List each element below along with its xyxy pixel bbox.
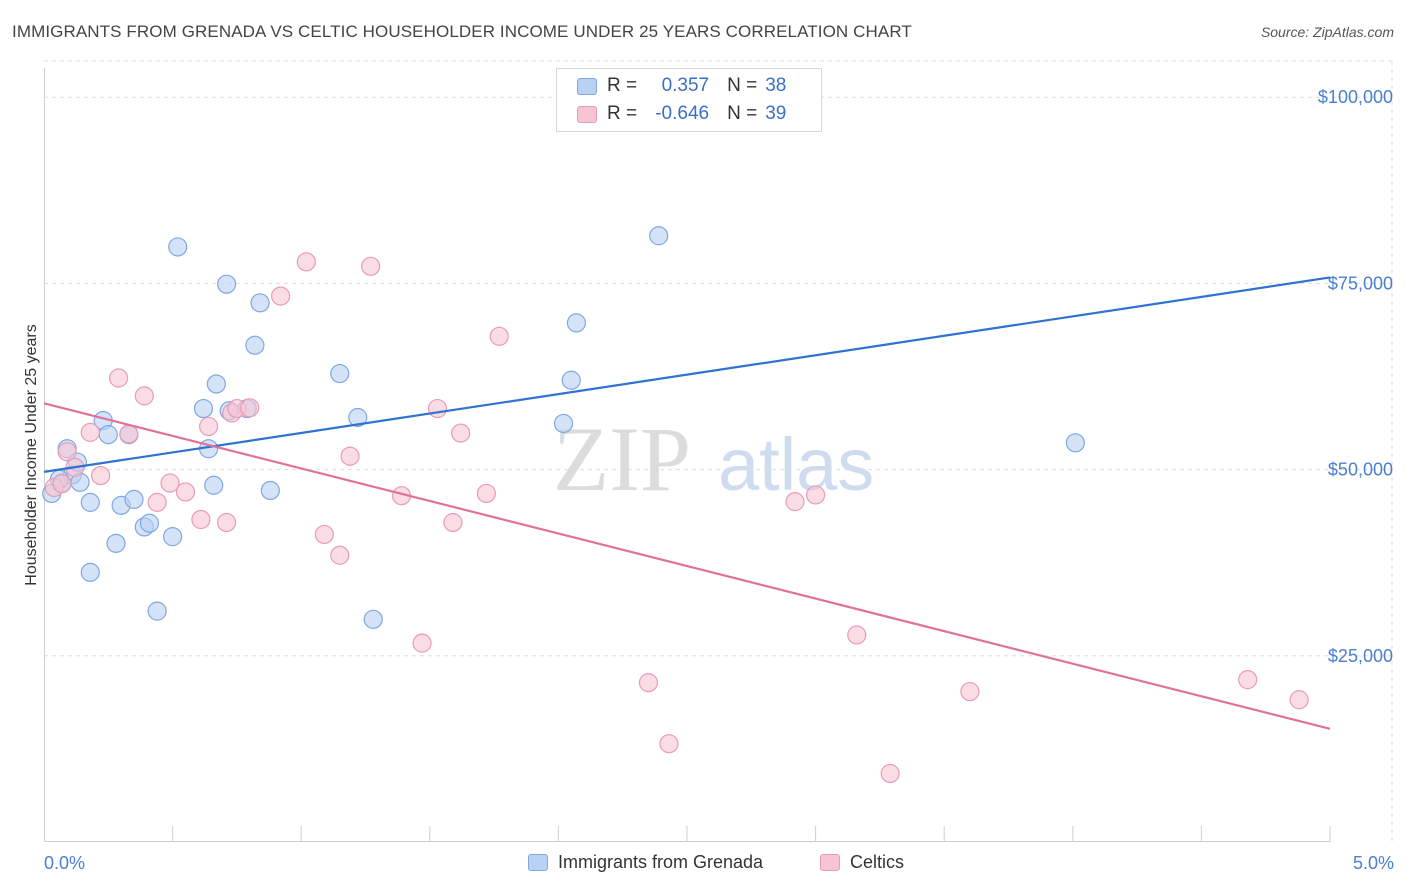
celtics-point bbox=[1238, 670, 1258, 690]
grenada-point bbox=[193, 398, 214, 419]
celtics-point bbox=[659, 734, 679, 754]
legend-r-label: R = bbox=[607, 75, 638, 96]
celtics-point bbox=[90, 465, 111, 486]
legend-n-label: N = bbox=[727, 75, 758, 96]
celtics-point bbox=[80, 422, 100, 442]
grenada-point bbox=[245, 335, 265, 355]
celtics-point bbox=[147, 492, 167, 512]
celtics-point bbox=[476, 483, 496, 504]
grenada-point bbox=[168, 237, 188, 257]
bottom-legend-celtics: Celtics bbox=[820, 852, 904, 873]
grenada-point bbox=[98, 425, 118, 445]
legend-row-celtics: R = -0.646 N = 39 bbox=[577, 101, 786, 127]
watermark: ZIP atlas bbox=[553, 408, 874, 510]
grenada-point bbox=[124, 489, 144, 510]
x-tick-label-max: 5.0% bbox=[1353, 853, 1394, 873]
grenada-point bbox=[348, 407, 368, 428]
celtics-trendline bbox=[43, 402, 1331, 730]
correlation-legend: R = 0.357 N = 38 R = -0.646 N = 39 bbox=[556, 68, 822, 132]
celtics-point bbox=[1289, 690, 1309, 710]
bottom-legend-grenada: Immigrants from Grenada bbox=[528, 852, 763, 873]
legend-n-value: 38 bbox=[765, 75, 787, 96]
bottom-legend-swatch-blue bbox=[528, 854, 548, 871]
grenada-point bbox=[566, 313, 587, 333]
grenada-point bbox=[80, 562, 100, 582]
legend-r-value: -0.646 bbox=[655, 103, 710, 124]
trendlines bbox=[43, 276, 1331, 730]
grenada-point bbox=[260, 480, 280, 501]
bottom-legend-label-celtics: Celtics bbox=[850, 852, 905, 872]
celtics-point bbox=[191, 509, 211, 530]
celtics-point bbox=[960, 681, 980, 702]
grenada-point bbox=[561, 370, 581, 390]
grenada-point bbox=[147, 601, 167, 621]
celtics-point bbox=[638, 673, 659, 693]
celtics-point bbox=[785, 492, 805, 512]
celtics-point bbox=[340, 446, 360, 466]
grenada-point bbox=[363, 609, 383, 629]
celtics-point bbox=[314, 524, 334, 545]
celtics-point bbox=[427, 398, 448, 419]
grenada-point bbox=[80, 492, 100, 512]
x-ticks bbox=[172, 826, 1331, 842]
grenada-trendline bbox=[43, 276, 1331, 473]
legend-swatch-pink bbox=[577, 105, 597, 123]
celtics-point bbox=[199, 416, 219, 437]
celtics-point bbox=[52, 474, 72, 494]
grenada-point bbox=[106, 533, 126, 553]
grenada-point bbox=[1065, 433, 1085, 453]
grenada-point bbox=[139, 513, 160, 533]
watermark-zip: ZIP bbox=[553, 408, 691, 510]
y-tick-labels: $25,000 $50,000 $75,000 $100,000 bbox=[1318, 87, 1393, 666]
celtics-point bbox=[451, 423, 471, 443]
chart-title: IMMIGRANTS FROM GRENADA VS CELTIC HOUSEH… bbox=[12, 22, 912, 41]
celtics-point bbox=[134, 386, 154, 406]
y-axis-label: Householder Income Under 25 years bbox=[23, 324, 40, 585]
celtics-point bbox=[240, 398, 260, 418]
celtics-point bbox=[119, 424, 139, 444]
legend-n-label: N = bbox=[727, 103, 758, 124]
grenada-point bbox=[163, 527, 183, 547]
legend-n-value: 39 bbox=[765, 103, 787, 124]
celtics-point bbox=[296, 252, 316, 272]
celtics-point bbox=[805, 485, 826, 505]
y-tick-label: $75,000 bbox=[1328, 273, 1393, 293]
celtics-point bbox=[847, 625, 867, 645]
legend-row-grenada: R = 0.357 N = 38 bbox=[577, 73, 786, 99]
bottom-legend-label-grenada: Immigrants from Grenada bbox=[558, 852, 764, 872]
celtics-point bbox=[160, 473, 180, 493]
celtics-point bbox=[108, 368, 129, 388]
grenada-point bbox=[330, 363, 350, 384]
celtics-point bbox=[57, 442, 77, 462]
legend-swatch-blue bbox=[577, 77, 597, 95]
grenada-point bbox=[206, 374, 226, 394]
celtics-point bbox=[330, 545, 350, 565]
bottom-legend-swatch-pink bbox=[820, 854, 840, 871]
grenada-point bbox=[217, 274, 237, 294]
celtics-point bbox=[361, 256, 381, 276]
series-celtics-points bbox=[44, 252, 1309, 784]
celtics-point bbox=[175, 482, 196, 502]
y-tick-label: $25,000 bbox=[1328, 646, 1393, 666]
grenada-point bbox=[649, 226, 669, 246]
grenada-point bbox=[204, 475, 224, 495]
y-tick-label: $50,000 bbox=[1328, 460, 1393, 480]
celtics-point bbox=[489, 326, 509, 346]
celtics-point bbox=[880, 763, 900, 784]
celtics-point bbox=[412, 633, 432, 653]
celtics-point bbox=[271, 286, 291, 306]
source-label: Source: ZipAtlas.com bbox=[1260, 24, 1394, 40]
grenada-point bbox=[250, 293, 270, 313]
celtics-point bbox=[443, 512, 463, 533]
y-tick-label: $100,000 bbox=[1318, 87, 1393, 107]
grenada-point bbox=[553, 413, 574, 434]
legend-r-value: 0.357 bbox=[661, 75, 710, 96]
x-tick-label-min: 0.0% bbox=[44, 853, 85, 873]
celtics-point bbox=[217, 512, 237, 533]
series-grenada-points bbox=[42, 226, 1085, 629]
legend-r-label: R = bbox=[607, 103, 638, 124]
